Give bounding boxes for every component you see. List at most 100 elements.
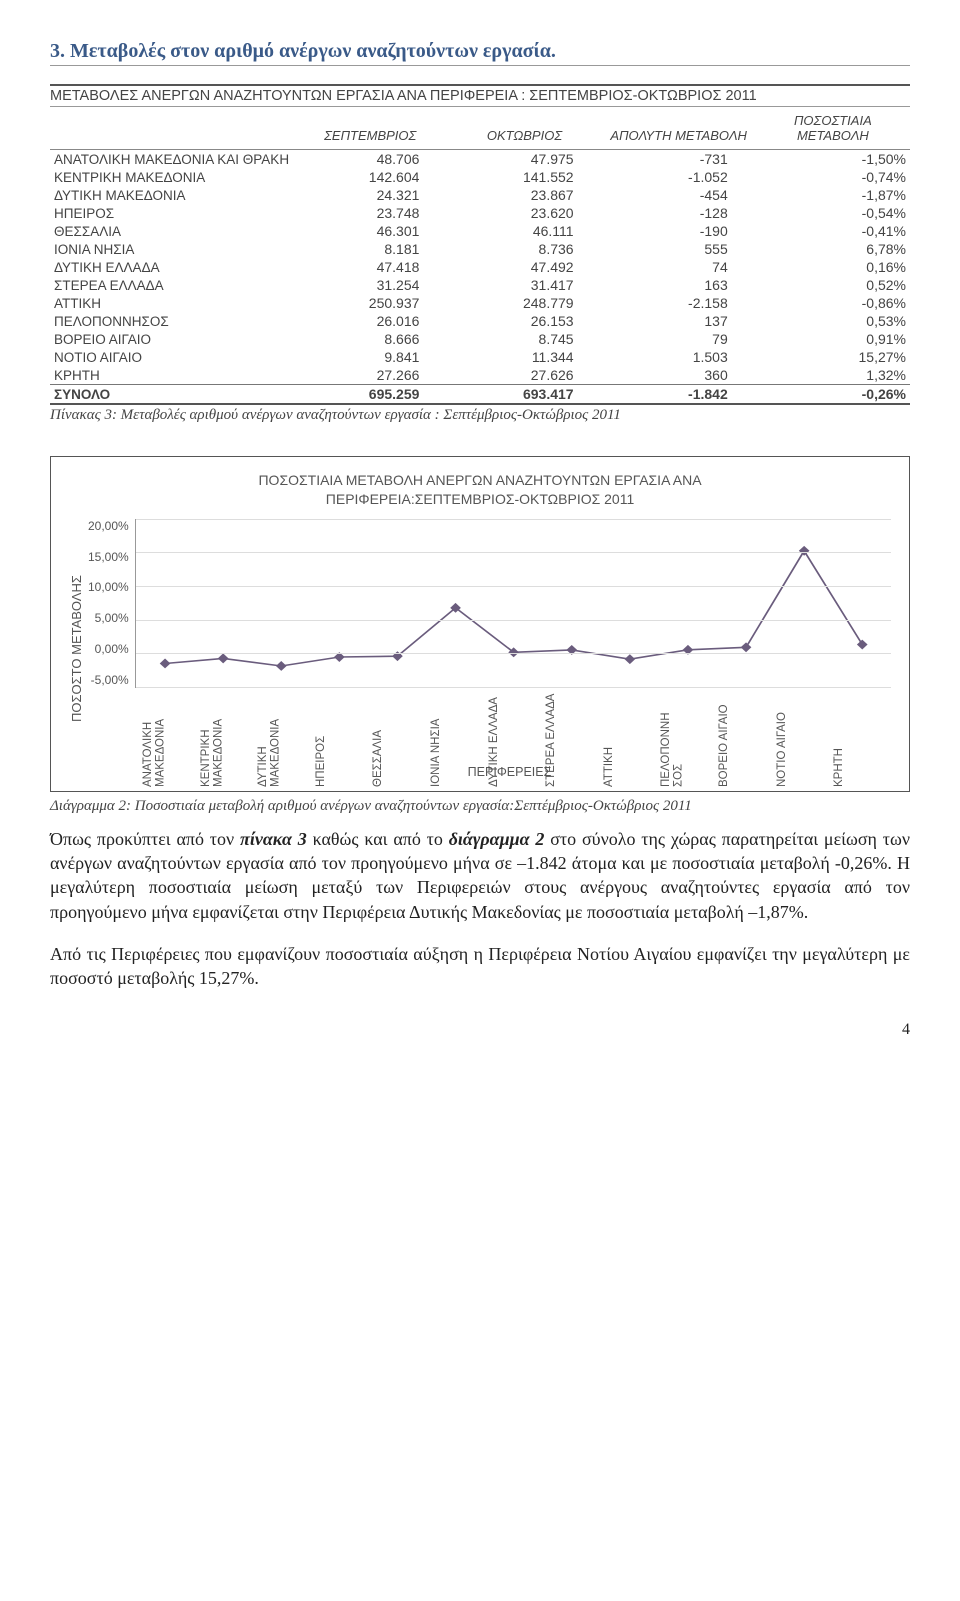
cell-abs: 360	[602, 366, 756, 385]
cell-region: ΘΕΣΣΑΛΙΑ	[50, 222, 293, 240]
cell-sep: 31.254	[293, 276, 447, 294]
table-row: ΑΝΑΤΟΛΙΚΗ ΜΑΚΕΔΟΝΙΑ ΚΑΙ ΘΡΑΚΗ48.70647.97…	[50, 150, 910, 169]
cell-oct: 26.153	[447, 312, 601, 330]
cell-abs: -128	[602, 204, 756, 222]
cell-region: ΑΝΑΤΟΛΙΚΗ ΜΑΚΕΔΟΝΙΑ ΚΑΙ ΘΡΑΚΗ	[50, 150, 293, 169]
cell-sep: 47.418	[293, 258, 447, 276]
cell-pct: -0,86%	[756, 294, 910, 312]
x-tick: ΗΠΕΙΡΟΣ	[315, 692, 373, 787]
cell-region: ΒΟΡΕΙΟ ΑΙΓΑΙΟ	[50, 330, 293, 348]
table-row: ΣΤΕΡΕΑ ΕΛΛΑΔΑ31.25431.4171630,52%	[50, 276, 910, 294]
table-row: ΘΕΣΣΑΛΙΑ46.30146.111-190-0,41%	[50, 222, 910, 240]
chart-y-ticks: 20,00%15,00%10,00%5,00%0,00%-5,00%	[88, 519, 135, 687]
cell-oct: 47.492	[447, 258, 601, 276]
cell-abs: -454	[602, 186, 756, 204]
cell-oct: 8.736	[447, 240, 601, 258]
cell-oct: 248.779	[447, 294, 601, 312]
table-heading: ΜΕΤΑΒΟΛΕΣ ΑΝΕΡΓΩΝ ΑΝΑΖΗΤΟΥΝΤΩΝ ΕΡΓΑΣΙΑ Α…	[50, 84, 910, 107]
col-oct: ΟΚΤΩΒΡΙΟΣ	[447, 107, 601, 150]
cell-sep: 8.181	[293, 240, 447, 258]
cell-region: ΔΥΤΙΚΗ ΕΛΛΑΔΑ	[50, 258, 293, 276]
cell-region: ΑΤΤΙΚΗ	[50, 294, 293, 312]
cell-sep: 9.841	[293, 348, 447, 366]
cell-oct: 31.417	[447, 276, 601, 294]
y-tick: 15,00%	[88, 550, 129, 564]
section-title: 3. Μεταβολές στον αριθμό ανέργων αναζητο…	[50, 40, 910, 66]
table-row: ΚΕΝΤΡΙΚΗ ΜΑΚΕΔΟΝΙΑ142.604141.552-1.052-0…	[50, 168, 910, 186]
cell-oct: 23.867	[447, 186, 601, 204]
cell-pct: -0,74%	[756, 168, 910, 186]
x-tick: ΘΕΣΣΑΛΙΑ	[372, 692, 430, 787]
x-tick: ΚΡΗΤΗ	[833, 692, 891, 787]
cell-pct: -0,54%	[756, 204, 910, 222]
cell-abs: 163	[602, 276, 756, 294]
x-tick: ΑΝΑΤΟΛΙΚΗ ΜΑΚΕΔΟΝΙΑ	[142, 692, 200, 787]
cell-abs: -1.052	[602, 168, 756, 186]
cell-oct: 11.344	[447, 348, 601, 366]
cell-pct: -1,87%	[756, 186, 910, 204]
x-tick: ΔΥΤΙΚΗ ΜΑΚΕΔΟΝΙΑ	[257, 692, 315, 787]
chart-series	[136, 519, 891, 687]
chart-caption: Διάγραμμα 2: Ποσοστιαία μεταβολή αριθμού…	[50, 798, 910, 815]
cell-sep: 24.321	[293, 186, 447, 204]
x-tick: ΣΤΕΡΕΑ ΕΛΛΑΔΑ	[545, 692, 603, 787]
cell-region: ΚΡΗΤΗ	[50, 366, 293, 385]
cell-sep: 23.748	[293, 204, 447, 222]
chart-plot	[135, 519, 891, 688]
table-row: ΝΟΤΙΟ ΑΙΓΑΙΟ9.84111.3441.50315,27%	[50, 348, 910, 366]
cell-oct: 8.745	[447, 330, 601, 348]
table-row: ΔΥΤΙΚΗ ΕΛΛΑΔΑ47.41847.492740,16%	[50, 258, 910, 276]
x-tick: ΑΤΤΙΚΗ	[603, 692, 661, 787]
table-row: ΠΕΛΟΠΟΝΝΗΣΟΣ26.01626.1531370,53%	[50, 312, 910, 330]
table-row: ΔΥΤΙΚΗ ΜΑΚΕΔΟΝΙΑ24.32123.867-454-1,87%	[50, 186, 910, 204]
x-tick: ΚΕΝΤΡΙΚΗ ΜΑΚΕΔΟΝΙΑ	[200, 692, 258, 787]
x-tick: ΒΟΡΕΙΟ ΑΙΓΑΙΟ	[718, 692, 776, 787]
cell-oct: 46.111	[447, 222, 601, 240]
cell-oct: 27.626	[447, 366, 601, 385]
table-row: ΗΠΕΙΡΟΣ23.74823.620-128-0,54%	[50, 204, 910, 222]
cell-abs: 1.503	[602, 348, 756, 366]
table-row: ΙΟΝΙΑ ΝΗΣΙΑ8.1818.7365556,78%	[50, 240, 910, 258]
x-tick: ΝΟΤΙΟ ΑΙΓΑΙΟ	[776, 692, 834, 787]
table-row: ΒΟΡΕΙΟ ΑΙΓΑΙΟ8.6668.745790,91%	[50, 330, 910, 348]
chart-y-label: ΠΟΣΟΣΤΟ ΜΕΤΑΒΟΛΗΣ	[69, 519, 84, 779]
x-tick: ΙΟΝΙΑ ΝΗΣΙΑ	[430, 692, 488, 787]
cell-pct: 0,52%	[756, 276, 910, 294]
cell-sep: 250.937	[293, 294, 447, 312]
cell-sep: 48.706	[293, 150, 447, 169]
chart-container: ΠΟΣΟΣΤΙΑΙΑ ΜΕΤΑΒΟΛΗ ΑΝΕΡΓΩΝ ΑΝΑΖΗΤΟΥΝΤΩΝ…	[50, 456, 910, 792]
cell-region: ΔΥΤΙΚΗ ΜΑΚΕΔΟΝΙΑ	[50, 186, 293, 204]
cell-pct: 0,53%	[756, 312, 910, 330]
y-tick: 0,00%	[88, 642, 129, 656]
col-sep: ΣΕΠΤΕΜΒΡΙΟΣ	[293, 107, 447, 150]
cell-sep: 8.666	[293, 330, 447, 348]
chart-x-ticks: ΑΝΑΤΟΛΙΚΗ ΜΑΚΕΔΟΝΙΑΚΕΝΤΡΙΚΗ ΜΑΚΕΔΟΝΙΑΔΥΤ…	[142, 692, 891, 787]
x-tick: ΠΕΛΟΠΟΝΝΗ ΣΟΣ	[660, 692, 718, 787]
cell-oct: 23.620	[447, 204, 601, 222]
table-row: ΚΡΗΤΗ27.26627.6263601,32%	[50, 366, 910, 385]
cell-abs: 137	[602, 312, 756, 330]
table-caption: Πίνακας 3: Μεταβολές αριθμού ανέργων ανα…	[50, 407, 910, 424]
col-abs: ΑΠΟΛΥΤΗ ΜΕΤΑΒΟΛΗ	[602, 107, 756, 150]
cell-abs: -2.158	[602, 294, 756, 312]
y-tick: -5,00%	[88, 673, 129, 687]
cell-abs: -190	[602, 222, 756, 240]
x-tick: ΔΥΤΙΚΗ ΕΛΛΑΔΑ	[488, 692, 546, 787]
table-row: ΑΤΤΙΚΗ250.937248.779-2.158-0,86%	[50, 294, 910, 312]
data-table: ΣΕΠΤΕΜΒΡΙΟΣ ΟΚΤΩΒΡΙΟΣ ΑΠΟΛΥΤΗ ΜΕΤΑΒΟΛΗ Π…	[50, 107, 910, 403]
cell-oct: 47.975	[447, 150, 601, 169]
cell-region: ΗΠΕΙΡΟΣ	[50, 204, 293, 222]
cell-region: ΙΟΝΙΑ ΝΗΣΙΑ	[50, 240, 293, 258]
cell-pct: -0,41%	[756, 222, 910, 240]
y-tick: 5,00%	[88, 611, 129, 625]
cell-sep: 46.301	[293, 222, 447, 240]
cell-region: ΣΤΕΡΕΑ ΕΛΛΑΔΑ	[50, 276, 293, 294]
cell-pct: 15,27%	[756, 348, 910, 366]
page-number: 4	[50, 1021, 910, 1039]
table-container: ΜΕΤΑΒΟΛΕΣ ΑΝΕΡΓΩΝ ΑΝΑΖΗΤΟΥΝΤΩΝ ΕΡΓΑΣΙΑ Α…	[50, 84, 910, 405]
chart-title-line1: ΠΟΣΟΣΤΙΑΙΑ ΜΕΤΑΒΟΛΗ ΑΝΕΡΓΩΝ ΑΝΑΖΗΤΟΥΝΤΩΝ…	[258, 472, 701, 488]
cell-pct: 0,91%	[756, 330, 910, 348]
cell-region: ΝΟΤΙΟ ΑΙΓΑΙΟ	[50, 348, 293, 366]
body-p2: Από τις Περιφέρειες που εμφανίζουν ποσοσ…	[50, 942, 910, 991]
chart-title-line2: ΠΕΡΙΦΕΡΕΙΑ:ΣΕΠΤΕΜΒΡΙΟΣ-ΟΚΤΩΒΡΙΟΣ 2011	[326, 491, 635, 507]
